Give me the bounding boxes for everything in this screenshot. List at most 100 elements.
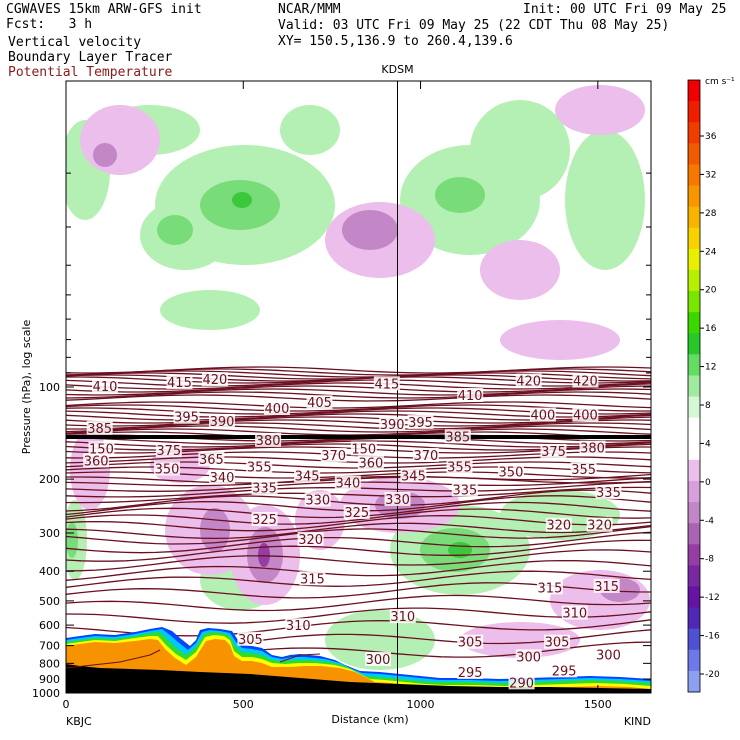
colorbar-swatch xyxy=(688,649,700,672)
field-vertical-velocity: Vertical velocity xyxy=(8,35,142,50)
colorbar-swatch xyxy=(688,101,700,123)
theta-label: 380 xyxy=(580,442,605,457)
model-title: CGWAVES 15km ARW-GFS init Fcst: 3 h xyxy=(6,2,202,32)
theta-label-bg xyxy=(412,447,439,462)
theta-label: 355 xyxy=(571,463,596,478)
theta-label: 350 xyxy=(499,465,524,480)
theta-label: 305 xyxy=(238,633,263,648)
theta-label: 375 xyxy=(156,444,181,459)
colorbar-label: 8 xyxy=(705,401,711,411)
theta-label-bg xyxy=(88,441,115,456)
theta-label-bg xyxy=(297,531,324,546)
colorbar-label: -20 xyxy=(705,670,720,680)
theta-label-bg xyxy=(357,455,384,470)
theta-label: 300 xyxy=(596,649,621,664)
theta-label: 365 xyxy=(199,453,224,468)
downward-motion-peak xyxy=(258,543,270,567)
theta-label-bg xyxy=(255,432,282,447)
theta-label-bg xyxy=(320,447,347,462)
colorbar-swatch xyxy=(688,269,700,292)
theta-label: 310 xyxy=(390,610,415,625)
theta-label: 330 xyxy=(305,494,330,509)
theta-label-bg xyxy=(586,517,613,532)
y-axis-minor-ticks xyxy=(66,172,651,374)
colorbar-swatch xyxy=(688,523,700,545)
theta-label: 370 xyxy=(413,449,438,464)
theta-label: 320 xyxy=(546,519,571,534)
theta-label-bg xyxy=(457,664,484,679)
colorbar-swatch xyxy=(688,480,700,503)
theta-label: 415 xyxy=(374,377,399,392)
theta-label: 315 xyxy=(538,581,563,596)
colorbar-swatch xyxy=(688,607,700,630)
y-tick-label: 700 xyxy=(39,640,60,653)
colorbar-swatch xyxy=(688,122,700,144)
colorbar-swatch xyxy=(688,206,700,229)
y-axis-label: Pressure (hPa), log scale xyxy=(20,320,33,455)
theta-label: 310 xyxy=(286,619,311,634)
left-station-label: KBJC xyxy=(66,715,92,728)
theta-label-bg xyxy=(544,634,571,649)
colorbar-swatch xyxy=(688,143,700,165)
theta-label-bg xyxy=(201,372,228,387)
theta-label: 345 xyxy=(295,469,320,484)
theta-label: 340 xyxy=(210,471,235,486)
theta-label: 310 xyxy=(562,607,587,622)
colorbar-swatch xyxy=(688,628,700,651)
theta-label: 305 xyxy=(545,636,570,651)
theta-label-bg xyxy=(595,647,622,662)
colorbar-label: 16 xyxy=(705,324,717,334)
theta-label: 295 xyxy=(458,666,483,681)
theta-label: 325 xyxy=(344,506,369,521)
theta-label-bg xyxy=(92,379,118,393)
theta-label: 375 xyxy=(541,445,566,460)
theta-label: 400 xyxy=(573,409,598,424)
valid-time: Valid: 03 UTC Fri 09 May 25 (22 CDT Thu … xyxy=(278,18,670,33)
colorbar-swatch xyxy=(688,227,700,250)
theta-label-bg xyxy=(593,578,620,593)
theta-label-bg xyxy=(579,440,606,455)
theta-label: 320 xyxy=(587,519,612,534)
organization: NCAR/MMM xyxy=(278,2,341,17)
theta-label-bg xyxy=(540,443,567,458)
theta-label: 355 xyxy=(247,460,272,475)
x-tick-label: 1000 xyxy=(407,698,435,711)
theta-label: 410 xyxy=(458,389,483,404)
theta-label: 345 xyxy=(401,469,426,484)
y-tick-label: 900 xyxy=(39,673,60,686)
theta-label-bg xyxy=(294,468,321,483)
vertical-velocity-field xyxy=(66,81,651,693)
theta-label-bg xyxy=(389,609,416,624)
theta-label: 390 xyxy=(210,415,235,430)
colorbar-swatch xyxy=(688,80,700,102)
theta-label-bg xyxy=(570,462,597,477)
theta-label: 395 xyxy=(174,411,199,426)
y-tick-label: 800 xyxy=(39,657,60,670)
colorbar-swatch xyxy=(688,312,700,334)
theta-label: 305 xyxy=(458,636,483,651)
theta-label-bg xyxy=(561,605,588,620)
theta-label-bg xyxy=(86,420,113,435)
colorbar-label: 32 xyxy=(705,170,716,180)
colorbar-label: -16 xyxy=(705,632,720,642)
field-boundary-layer-tracer: Boundary Layer Tracer xyxy=(8,50,173,65)
y-tick-label: 300 xyxy=(39,527,60,540)
theta-label: 385 xyxy=(87,422,112,437)
theta-label-bg xyxy=(515,649,542,664)
theta-label: 400 xyxy=(530,409,555,424)
colorbar-label: -8 xyxy=(705,555,714,565)
theta-label-bg xyxy=(451,482,478,497)
theta-label-bg xyxy=(237,631,264,646)
theta-label-bg xyxy=(400,468,427,483)
colorbar-label: 12 xyxy=(705,363,716,373)
y-tick-label: 100 xyxy=(39,381,60,394)
theta-label-bg xyxy=(198,451,225,466)
y-tick-label: 600 xyxy=(39,619,60,632)
colorbar-label: 24 xyxy=(705,247,717,257)
theta-label-bg xyxy=(551,663,578,678)
theta-label-bg xyxy=(251,511,278,526)
theta-label-bg xyxy=(155,443,182,458)
theta-label-bg xyxy=(572,373,599,388)
theta-label-bg xyxy=(373,376,400,391)
